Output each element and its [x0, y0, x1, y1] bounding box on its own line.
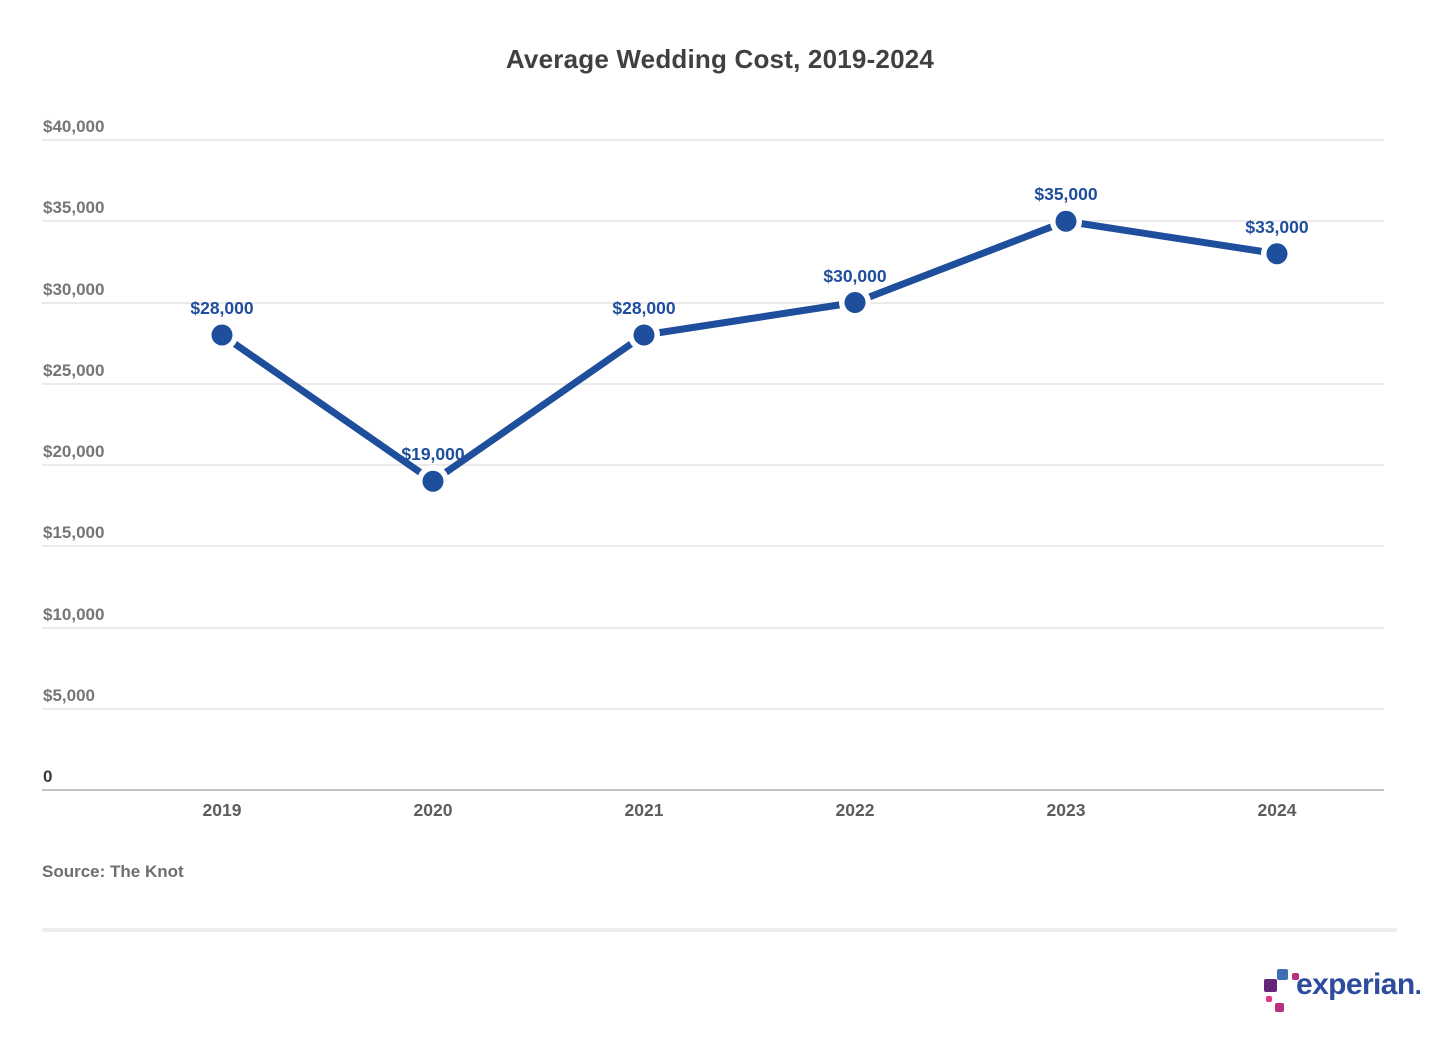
chart-title: Average Wedding Cost, 2019-2024: [505, 44, 935, 74]
data-point-marker: [844, 292, 866, 313]
data-point-marker: [1055, 210, 1077, 232]
footer-divider: [42, 928, 1397, 932]
x-axis-tick-label: 2020: [413, 800, 453, 820]
experian-logo-square-icon: [1277, 969, 1288, 980]
experian-wordmark: experian.: [1296, 968, 1422, 1001]
gridline: [42, 382, 1384, 385]
series-line: [220, 217, 1278, 485]
gridline: [42, 301, 1384, 304]
gridline: [42, 707, 1384, 710]
gridline: [42, 139, 1384, 141]
gridline: [42, 545, 1384, 548]
data-point-label: $28,000: [190, 298, 254, 318]
y-axis-tick-label: $20,000: [43, 442, 105, 461]
data-point-label: $28,000: [612, 298, 676, 318]
gridline: [42, 220, 1384, 223]
experian-logo: experian.: [1262, 960, 1422, 1016]
data-point-label: $35,000: [1034, 184, 1098, 205]
data-point-marker: [211, 324, 233, 346]
experian-logo-square-icon: [1264, 979, 1277, 992]
x-axis-tick-label: 2023: [1046, 800, 1086, 820]
experian-logo-square-icon: [1266, 996, 1272, 1002]
y-axis-tick-label: $30,000: [43, 279, 105, 299]
data-point-marker: [1266, 243, 1288, 265]
data-point-label: $19,000: [401, 444, 465, 465]
experian-logo-square-icon: [1275, 1003, 1284, 1012]
x-axis-tick-label: 2024: [1257, 800, 1297, 820]
x-axis-tick-label: 2019: [202, 800, 242, 820]
y-axis-tick-label: $40,000: [43, 117, 105, 136]
trademark-dot: .: [1414, 970, 1422, 1000]
source-note: Source: The Knot: [42, 862, 184, 881]
gridline: [42, 626, 1384, 629]
experian-logo-square-icon: [1292, 973, 1299, 980]
y-axis-tick-label: $10,000: [43, 604, 105, 624]
data-point-marker: [422, 470, 444, 492]
y-axis-tick-label: $15,000: [43, 523, 105, 543]
gridline: [42, 464, 1384, 466]
y-axis-tick-label: $5,000: [43, 685, 95, 705]
x-axis-tick-label: 2021: [624, 800, 664, 820]
y-axis-tick-label: $25,000: [43, 360, 105, 380]
data-point-label: $33,000: [1245, 216, 1309, 237]
x-axis-line: [42, 789, 1384, 791]
x-axis-tick-label: 2022: [835, 800, 875, 820]
y-axis-tick-label: 0: [43, 767, 53, 786]
data-point-label: $30,000: [823, 265, 887, 286]
data-point-marker: [633, 324, 655, 346]
y-axis-tick-label: $35,000: [43, 198, 105, 218]
